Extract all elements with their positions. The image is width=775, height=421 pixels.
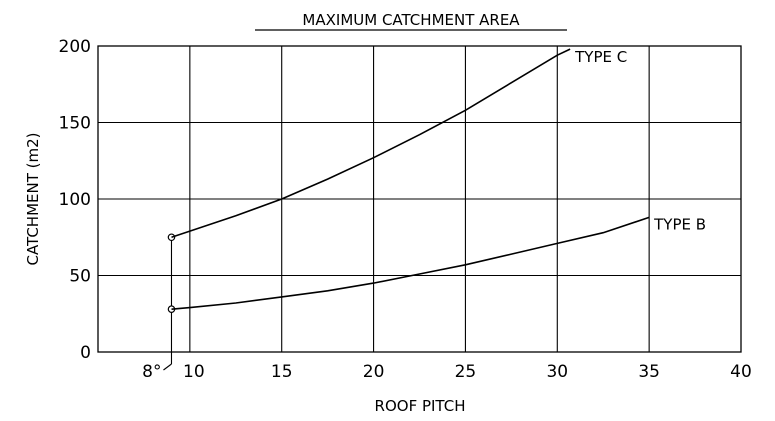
y-tick-label: 50	[69, 267, 91, 287]
series-label: TYPE B	[653, 215, 706, 233]
x-tick-label: 25	[455, 362, 477, 382]
start-marker-leader	[163, 363, 172, 371]
x-tick-label: 15	[271, 362, 293, 382]
grid	[98, 46, 741, 352]
start-marker-label: 8°	[142, 362, 161, 382]
x-tick-label: 10	[183, 362, 205, 382]
plot-frame	[97, 45, 742, 353]
y-tick-label: 100	[59, 190, 91, 210]
x-tick-labels: 10 15 20 25 30 35 40	[183, 362, 752, 382]
series-lines: TYPE C TYPE B	[171, 48, 706, 310]
x-tick-label: 35	[638, 362, 660, 382]
x-tick-label: 40	[730, 362, 752, 382]
y-tick-label: 0	[80, 343, 91, 363]
y-tick-labels: 0 50 100 150 200	[59, 37, 91, 363]
y-tick-label: 150	[59, 114, 91, 134]
chart-title: MAXIMUM CATCHMENT AREA	[302, 11, 520, 29]
x-tick-label: 20	[363, 362, 385, 382]
x-tick-label: 30	[546, 362, 568, 382]
x-axis-title: ROOF PITCH	[375, 397, 466, 415]
y-tick-label: 200	[59, 37, 91, 57]
series-label: TYPE C	[574, 48, 627, 66]
series-line-type-b	[171, 216, 650, 310]
series-line-type-c	[171, 48, 571, 239]
start-marker: 8°	[142, 233, 176, 382]
y-axis-title: CATCHMENT (m2)	[24, 132, 42, 265]
